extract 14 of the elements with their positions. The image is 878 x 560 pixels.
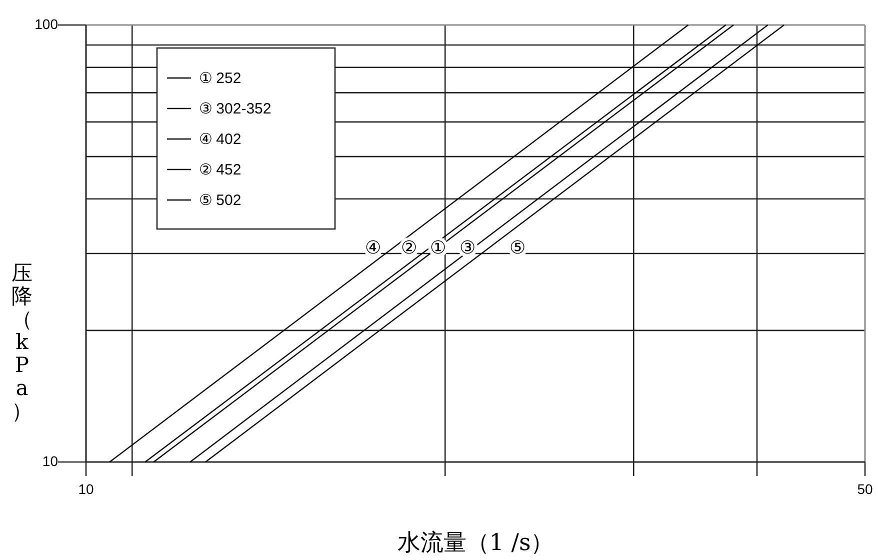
legend-label: ① 252 [199,70,242,87]
annotation: ④ [365,237,382,258]
legend-label: ② 452 [199,162,242,178]
annotation: ③ [460,237,476,258]
legend-label: ③ 302-352 [199,100,272,118]
x-axis-title: 水流量（1 /s） [397,530,554,556]
annotation: ② [401,237,418,258]
annotation: ① [430,237,446,258]
y-axis-title: 压降（kPa） [12,261,32,423]
annotation: ⑤ [510,237,526,258]
legend-label: ④ 402 [199,131,242,148]
x-tick-label: 50 [857,481,873,497]
y-tick-label: 100 [34,16,58,32]
legend-label: ⑤ 502 [199,192,242,209]
